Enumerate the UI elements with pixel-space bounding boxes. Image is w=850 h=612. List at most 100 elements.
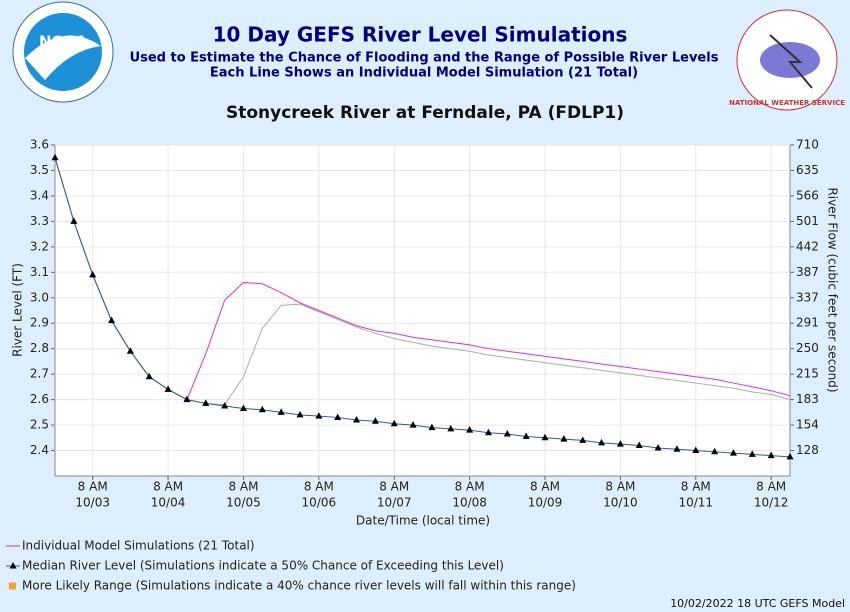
logo-text: NATIONAL WEATHER SERVICE xyxy=(729,99,845,107)
median-marker xyxy=(692,446,700,454)
y-tick-label: 3.2 xyxy=(30,239,49,253)
x-tick-label: 10/03 xyxy=(75,496,110,510)
y-tick-label: 2.6 xyxy=(30,392,49,406)
median-marker xyxy=(221,401,229,409)
median-marker xyxy=(466,426,474,433)
y2-tick-label: 215 xyxy=(796,367,819,381)
median-marker xyxy=(484,428,492,436)
x-tick-label: 8 AM xyxy=(304,480,334,494)
median-marker xyxy=(786,452,794,460)
y-tick-label: 3.4 xyxy=(30,188,49,202)
y-tick-label: 2.4 xyxy=(30,443,49,457)
median-marker xyxy=(371,417,379,424)
median-marker xyxy=(711,447,719,455)
x-tick-label: 10/06 xyxy=(302,496,337,510)
page-title: 10 Day GEFS River Level Simulations xyxy=(213,23,628,47)
y2-tick-label: 442 xyxy=(796,239,819,253)
legend-label: Individual Model Simulations (21 Total) xyxy=(22,539,255,553)
median-marker xyxy=(258,405,266,413)
chart-title: Stonycreek River at Ferndale, PA (FDLP1) xyxy=(226,103,624,123)
median-marker xyxy=(51,153,59,161)
median-marker xyxy=(673,445,681,452)
x-tick-label: 8 AM xyxy=(228,480,258,494)
y-tick-label: 3.0 xyxy=(30,290,49,304)
series-line xyxy=(54,157,791,458)
legend-label: More Likely Range (Simulations indicate … xyxy=(22,579,576,593)
y-tick-label: 2.7 xyxy=(30,367,49,381)
median-marker xyxy=(522,432,530,440)
median-marker xyxy=(239,404,247,412)
y2-tick-label: 387 xyxy=(796,265,819,279)
median-marker xyxy=(183,395,191,403)
x-tick-label: 10/09 xyxy=(528,496,563,510)
median-marker xyxy=(126,347,134,354)
median-marker xyxy=(767,451,775,459)
x-tick-label: 10/07 xyxy=(377,496,412,510)
x-tick-label: 10/05 xyxy=(226,496,261,510)
median-marker xyxy=(296,410,304,418)
footer: 10/02/2022 18 UTC GEFS Model xyxy=(670,597,845,610)
x-tick-label: 10/04 xyxy=(151,496,186,510)
plot-area xyxy=(54,144,791,477)
median-marker xyxy=(353,415,361,423)
y2-tick-label: 337 xyxy=(796,290,819,304)
y-tick-label: 3.5 xyxy=(30,163,49,177)
median-marker xyxy=(164,385,172,392)
y-tick-label: 3.1 xyxy=(30,265,49,279)
median-marker xyxy=(616,440,624,447)
x-tick-label: 8 AM xyxy=(756,480,786,494)
x-tick-label: 10/12 xyxy=(754,496,789,510)
x-tick-label: 8 AM xyxy=(153,480,183,494)
median-marker xyxy=(654,443,662,451)
noaa-logo: NOAA xyxy=(12,1,114,103)
subtitle: Each Line Shows an Individual Model Simu… xyxy=(210,66,638,81)
median-marker xyxy=(108,316,116,324)
median-marker xyxy=(89,270,97,278)
median-marker xyxy=(277,408,285,415)
y2-axis-label: River Flow (cubic feet per second) xyxy=(826,187,840,392)
y2-tick-label: 501 xyxy=(796,214,819,228)
y-tick-label: 2.5 xyxy=(30,418,49,432)
median-marker xyxy=(729,449,737,456)
x-tick-label: 8 AM xyxy=(605,480,635,494)
median-marker xyxy=(202,399,210,406)
median-marker xyxy=(390,419,398,427)
y-axis-label: River Level (FT) xyxy=(11,263,25,357)
median-marker xyxy=(503,429,511,437)
median-marker xyxy=(315,412,323,419)
y2-tick-label: 635 xyxy=(796,163,819,177)
median-marker xyxy=(598,438,606,446)
y2-tick-label: 566 xyxy=(796,188,819,202)
y2-tick-label: 291 xyxy=(796,316,819,330)
median-marker xyxy=(748,450,756,457)
median-marker xyxy=(579,436,587,443)
median-marker xyxy=(541,433,549,441)
median-marker xyxy=(334,413,342,420)
nws-logo: NATIONAL WEATHER SERVICE xyxy=(729,9,845,111)
legend-label: Median River Level (Simulations indicate… xyxy=(22,559,504,573)
x-tick-label: 8 AM xyxy=(78,480,108,494)
y2-tick-label: 710 xyxy=(796,138,819,152)
y2-tick-label: 154 xyxy=(796,418,819,432)
median-marker xyxy=(560,435,568,442)
x-tick-label: 8 AM xyxy=(455,480,485,494)
x-tick-label: 8 AM xyxy=(379,480,409,494)
x-tick-label: 10/10 xyxy=(603,496,638,510)
median-marker xyxy=(409,421,417,428)
x-tick-label: 8 AM xyxy=(530,480,560,494)
y2-tick-label: 183 xyxy=(796,392,819,406)
median-marker xyxy=(428,423,436,431)
y-tick-label: 3.6 xyxy=(30,138,49,152)
x-tick-label: 10/08 xyxy=(452,496,487,510)
x-axis-label: Date/Time (local time) xyxy=(356,514,490,528)
subtitle: Used to Estimate the Chance of Flooding … xyxy=(130,51,719,66)
legend-marker xyxy=(9,562,17,569)
y2-tick-label: 250 xyxy=(796,341,819,355)
logo-text: NOAA xyxy=(39,33,88,51)
median-marker xyxy=(447,424,455,432)
legend-swatch xyxy=(9,582,16,590)
median-marker xyxy=(635,441,643,448)
y-tick-label: 3.3 xyxy=(30,214,49,228)
